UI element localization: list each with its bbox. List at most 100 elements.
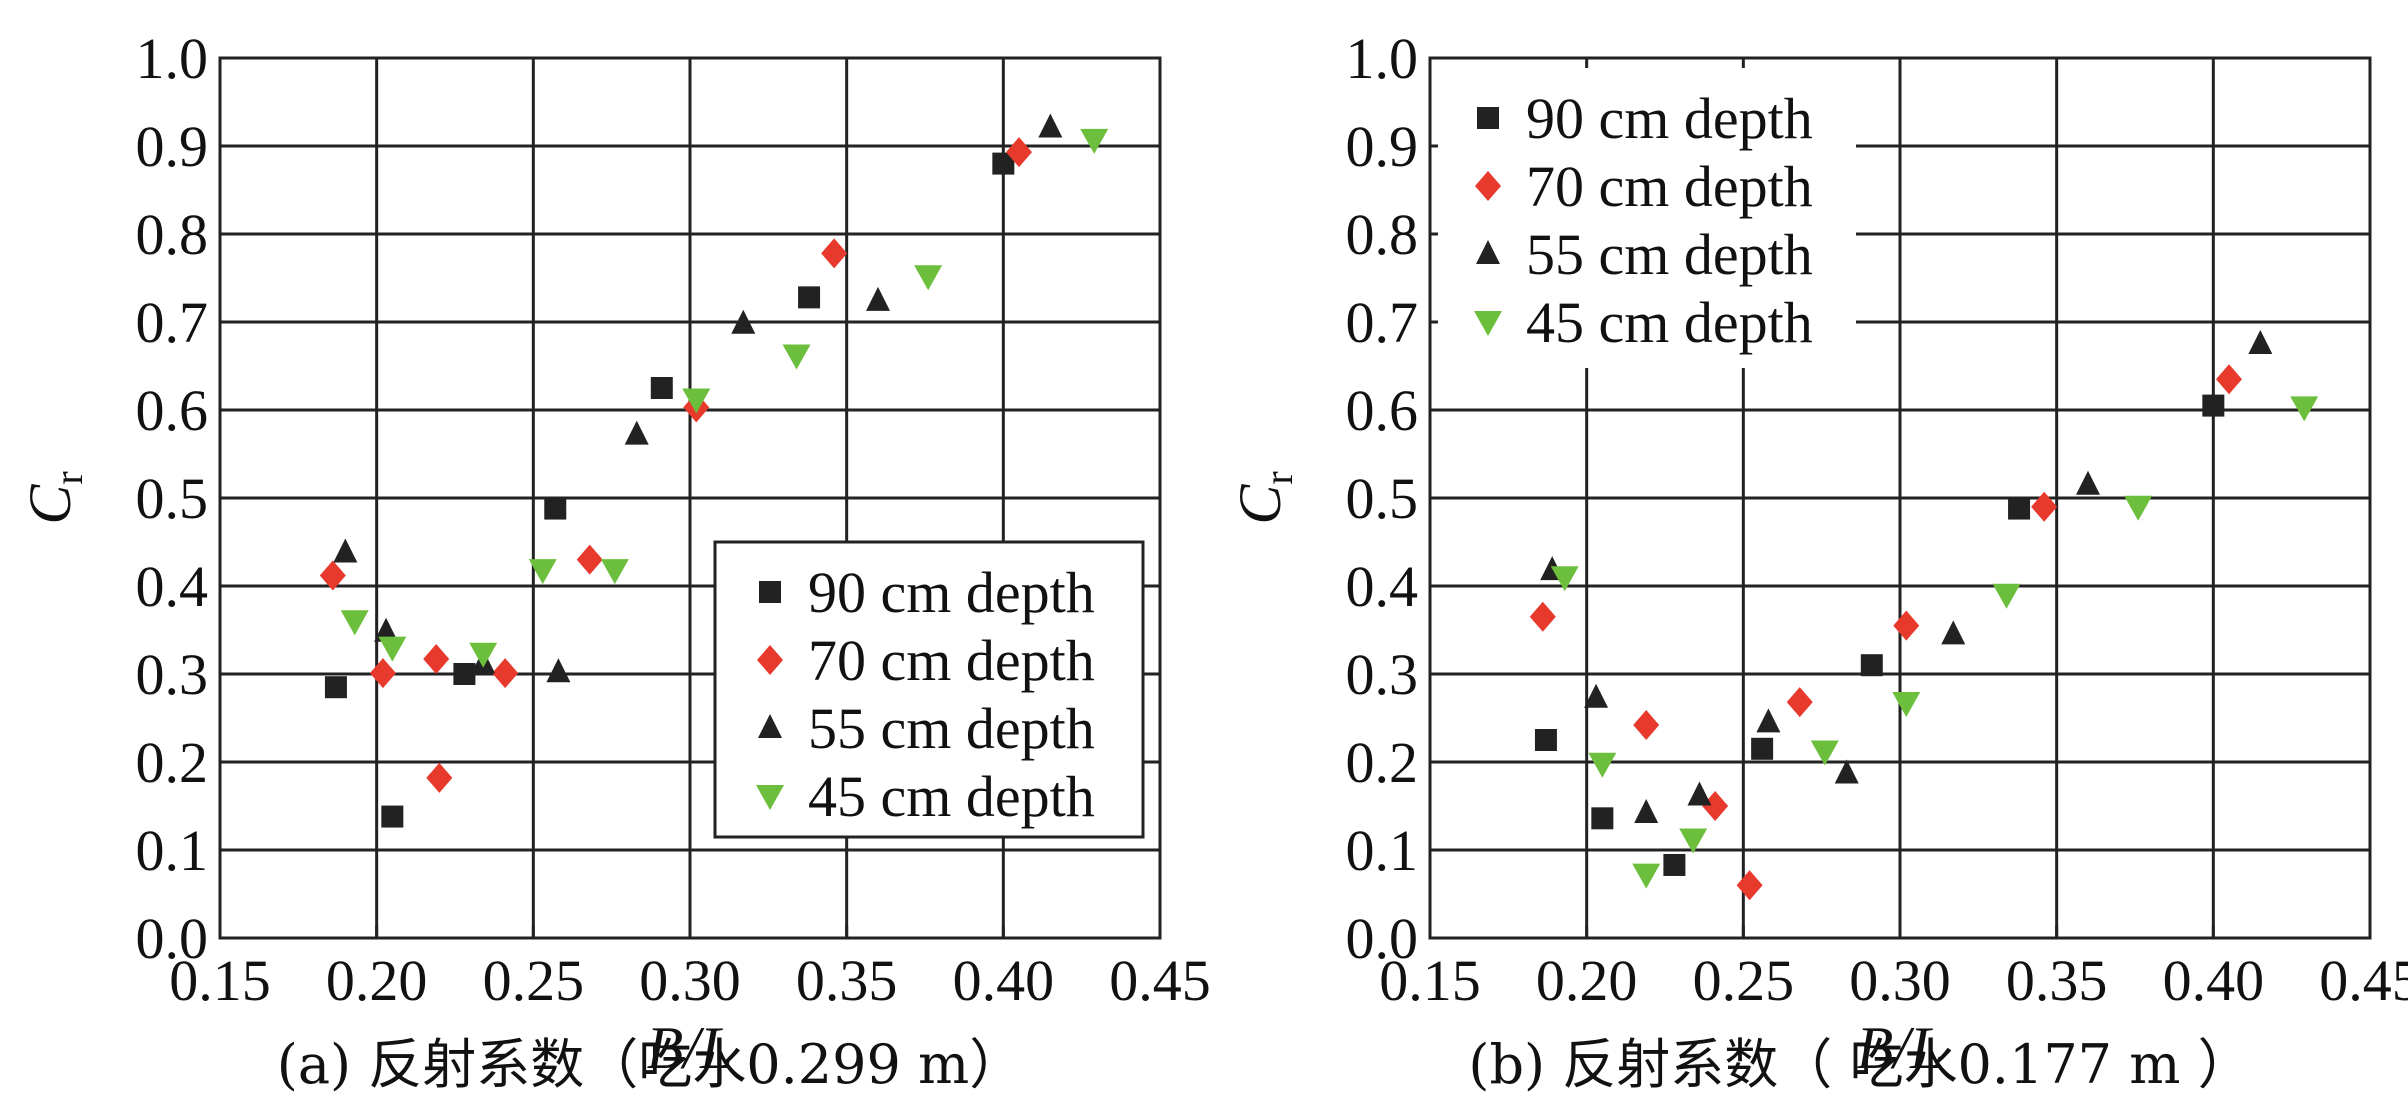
- data-point: [1663, 853, 1686, 876]
- series-triangle-down: [340, 128, 1109, 668]
- y-tick-label: 0.4: [1346, 554, 1419, 619]
- data-point: [1550, 566, 1579, 592]
- legend-label: 55 cm depth: [808, 696, 1095, 761]
- y-axis-title-main: C: [1227, 484, 1293, 525]
- y-tick-label: 0.3: [1346, 642, 1419, 707]
- x-axis-title: B/L: [1857, 1015, 1944, 1081]
- data-point: [469, 642, 498, 668]
- data-point: [1006, 137, 1032, 168]
- data-point: [1860, 654, 1883, 677]
- legend-label: 90 cm depth: [1526, 86, 1813, 151]
- data-point: [2076, 470, 2100, 495]
- data-point: [866, 286, 890, 311]
- data-point: [492, 658, 519, 689]
- data-point: [650, 377, 673, 399]
- x-tick-label: 0.25: [1693, 948, 1795, 1013]
- y-tick-label: 0.7: [136, 290, 209, 355]
- data-point: [378, 636, 407, 662]
- legend-label: 70 cm depth: [808, 628, 1095, 693]
- x-tick-label: 0.45: [2319, 948, 2408, 1013]
- legend-box: [1438, 68, 1856, 368]
- legend-label: 90 cm depth: [808, 560, 1095, 625]
- data-point: [333, 538, 358, 563]
- x-tick-label: 0.15: [1379, 948, 1481, 1013]
- legend-marker: [758, 714, 782, 738]
- data-point: [576, 544, 603, 575]
- data-point: [798, 286, 821, 309]
- data-point: [2216, 364, 2242, 395]
- x-tick-label: 0.30: [1849, 948, 1951, 1013]
- legend-marker: [1474, 311, 1502, 336]
- data-point: [1584, 683, 1609, 708]
- data-point: [1080, 128, 1109, 154]
- x-tick-label: 0.40: [953, 948, 1055, 1013]
- y-tick-label: 1.0: [1346, 26, 1419, 91]
- chart-panel-b: 0.15 0.20 0.25 0.30 0.35 0.40 0.45 0.0 0.1 0.2 0.3…: [1227, 26, 2408, 1096]
- legend-label: 70 cm depth: [1526, 154, 1813, 219]
- data-point: [423, 644, 450, 675]
- data-point: [374, 617, 399, 642]
- y-tick-label: 0.3: [136, 642, 209, 707]
- data-point: [1633, 710, 1660, 741]
- y-axis-title-subscript: r: [46, 471, 91, 484]
- data-point: [992, 152, 1015, 175]
- y-axis-title: Cr: [17, 471, 91, 524]
- data-point: [1810, 740, 1839, 766]
- x-tick-label: 0.20: [1536, 948, 1638, 1013]
- data-point: [624, 420, 649, 445]
- x-axis-title: B/L: [647, 1015, 734, 1081]
- x-tick-label: 0.15: [169, 948, 271, 1013]
- series-triangle-up: [333, 113, 1063, 683]
- x-tick-label: 0.25: [483, 948, 585, 1013]
- y-tick-label: 0.8: [1346, 202, 1419, 267]
- y-tick-label: 0.6: [1346, 378, 1419, 443]
- legend-marker: [1476, 240, 1500, 264]
- data-point: [1534, 729, 1557, 751]
- series-triangle-down: [1550, 396, 2319, 889]
- y-tick-label: 0.2: [1346, 730, 1419, 795]
- y-tick-label: 0.1: [136, 818, 209, 883]
- legend-marker: [757, 645, 783, 675]
- y-tick-label: 0.6: [136, 378, 209, 443]
- data-point: [1679, 828, 1708, 854]
- data-point: [2008, 497, 2031, 520]
- y-axis-title: Cr: [1227, 471, 1301, 524]
- data-point: [453, 663, 476, 685]
- legend-box: [713, 540, 1145, 839]
- legend-marker: [1477, 107, 1499, 129]
- series-diamond: [1529, 364, 2242, 901]
- data-point: [546, 658, 571, 683]
- y-tick-label: 0.5: [1346, 466, 1419, 531]
- y-tick-label: 0.9: [136, 114, 209, 179]
- y-tick-label: 0.5: [136, 466, 209, 531]
- data-point: [324, 676, 347, 699]
- data-point: [544, 497, 567, 520]
- data-point: [2248, 330, 2273, 354]
- y-tick-label: 0.7: [1346, 290, 1419, 355]
- y-tick-label: 0.0: [1346, 906, 1419, 971]
- data-point: [731, 309, 756, 334]
- data-point: [1751, 737, 1774, 760]
- legend-label: 45 cm depth: [808, 764, 1095, 829]
- y-tick-label: 0.1: [1346, 818, 1419, 883]
- y-tick-label: 0.8: [136, 202, 209, 267]
- data-point: [1736, 870, 1763, 901]
- data-point: [1834, 759, 1859, 784]
- data-point: [1756, 708, 1781, 733]
- data-point: [1992, 583, 2021, 609]
- panel-caption: (a) 反射系数（吃水0.299 m）: [277, 1033, 1023, 1096]
- data-point: [340, 610, 369, 636]
- y-tick-label: 0.4: [136, 554, 209, 619]
- y-tick-label: 1.0: [136, 26, 209, 91]
- data-point: [1591, 807, 1614, 830]
- data-point: [682, 388, 711, 414]
- chart-panel-a: 0.15 0.20 0.25 0.30 0.35 0.40 0.45 0.0 0.1 0.2 0.3…: [17, 26, 1211, 1096]
- data-point: [2202, 394, 2225, 417]
- y-tick-label: 0.0: [136, 906, 209, 971]
- data-point: [1588, 752, 1617, 778]
- series-square: [324, 152, 1015, 828]
- data-point: [2031, 491, 2058, 522]
